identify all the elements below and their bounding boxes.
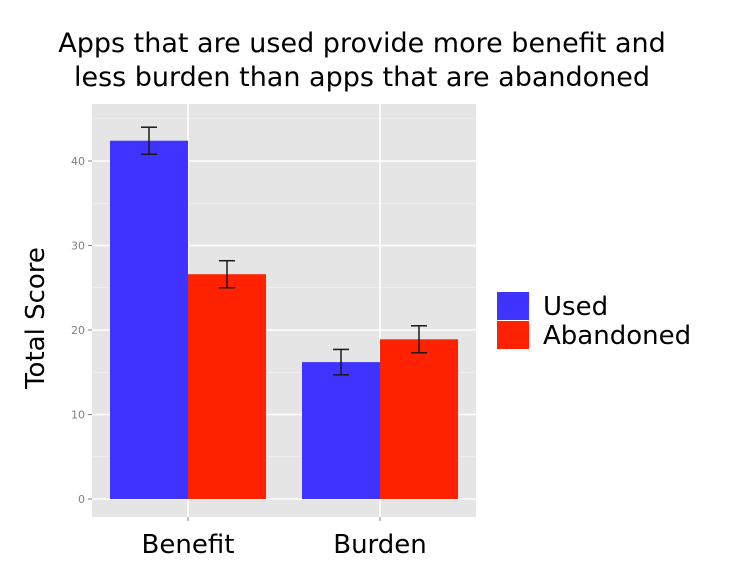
bar-used-benefit [110, 140, 188, 499]
x-axis-ticks: Benefit Burden [142, 517, 427, 560]
legend-label-abandoned: Abandoned [543, 321, 691, 351]
error-bar-used-burden [333, 348, 349, 376]
bar-used-burden [302, 362, 380, 499]
legend-swatch-abandoned [497, 321, 529, 349]
bar-abandoned-benefit [188, 274, 266, 499]
legend-label-used: Used [543, 292, 608, 322]
error-bar-abandoned-benefit [219, 259, 235, 289]
chart-title-line-1: Apps that are used provide more benefit … [58, 28, 666, 59]
error-bar-abandoned-burden [411, 325, 427, 354]
x-tick-label: Benefit [142, 530, 235, 560]
bar-abandoned-burden [380, 339, 458, 499]
y-axis-ticks: 0 10 20 30 40 [71, 155, 92, 506]
y-tick-label: 30 [71, 240, 85, 253]
x-tick-label: Burden [333, 530, 427, 560]
y-tick-label: 20 [71, 324, 85, 337]
y-axis-label: Total Score [21, 247, 51, 390]
y-tick-label: 0 [78, 493, 85, 506]
legend-swatch-used [497, 292, 529, 320]
y-tick-label: 10 [71, 409, 85, 422]
bars [110, 140, 458, 499]
chart-title-line-2: less burden than apps that are abandoned [74, 62, 650, 93]
error-bars [141, 126, 427, 376]
error-bar-used-benefit [141, 126, 157, 155]
y-tick-label: 40 [71, 155, 85, 168]
